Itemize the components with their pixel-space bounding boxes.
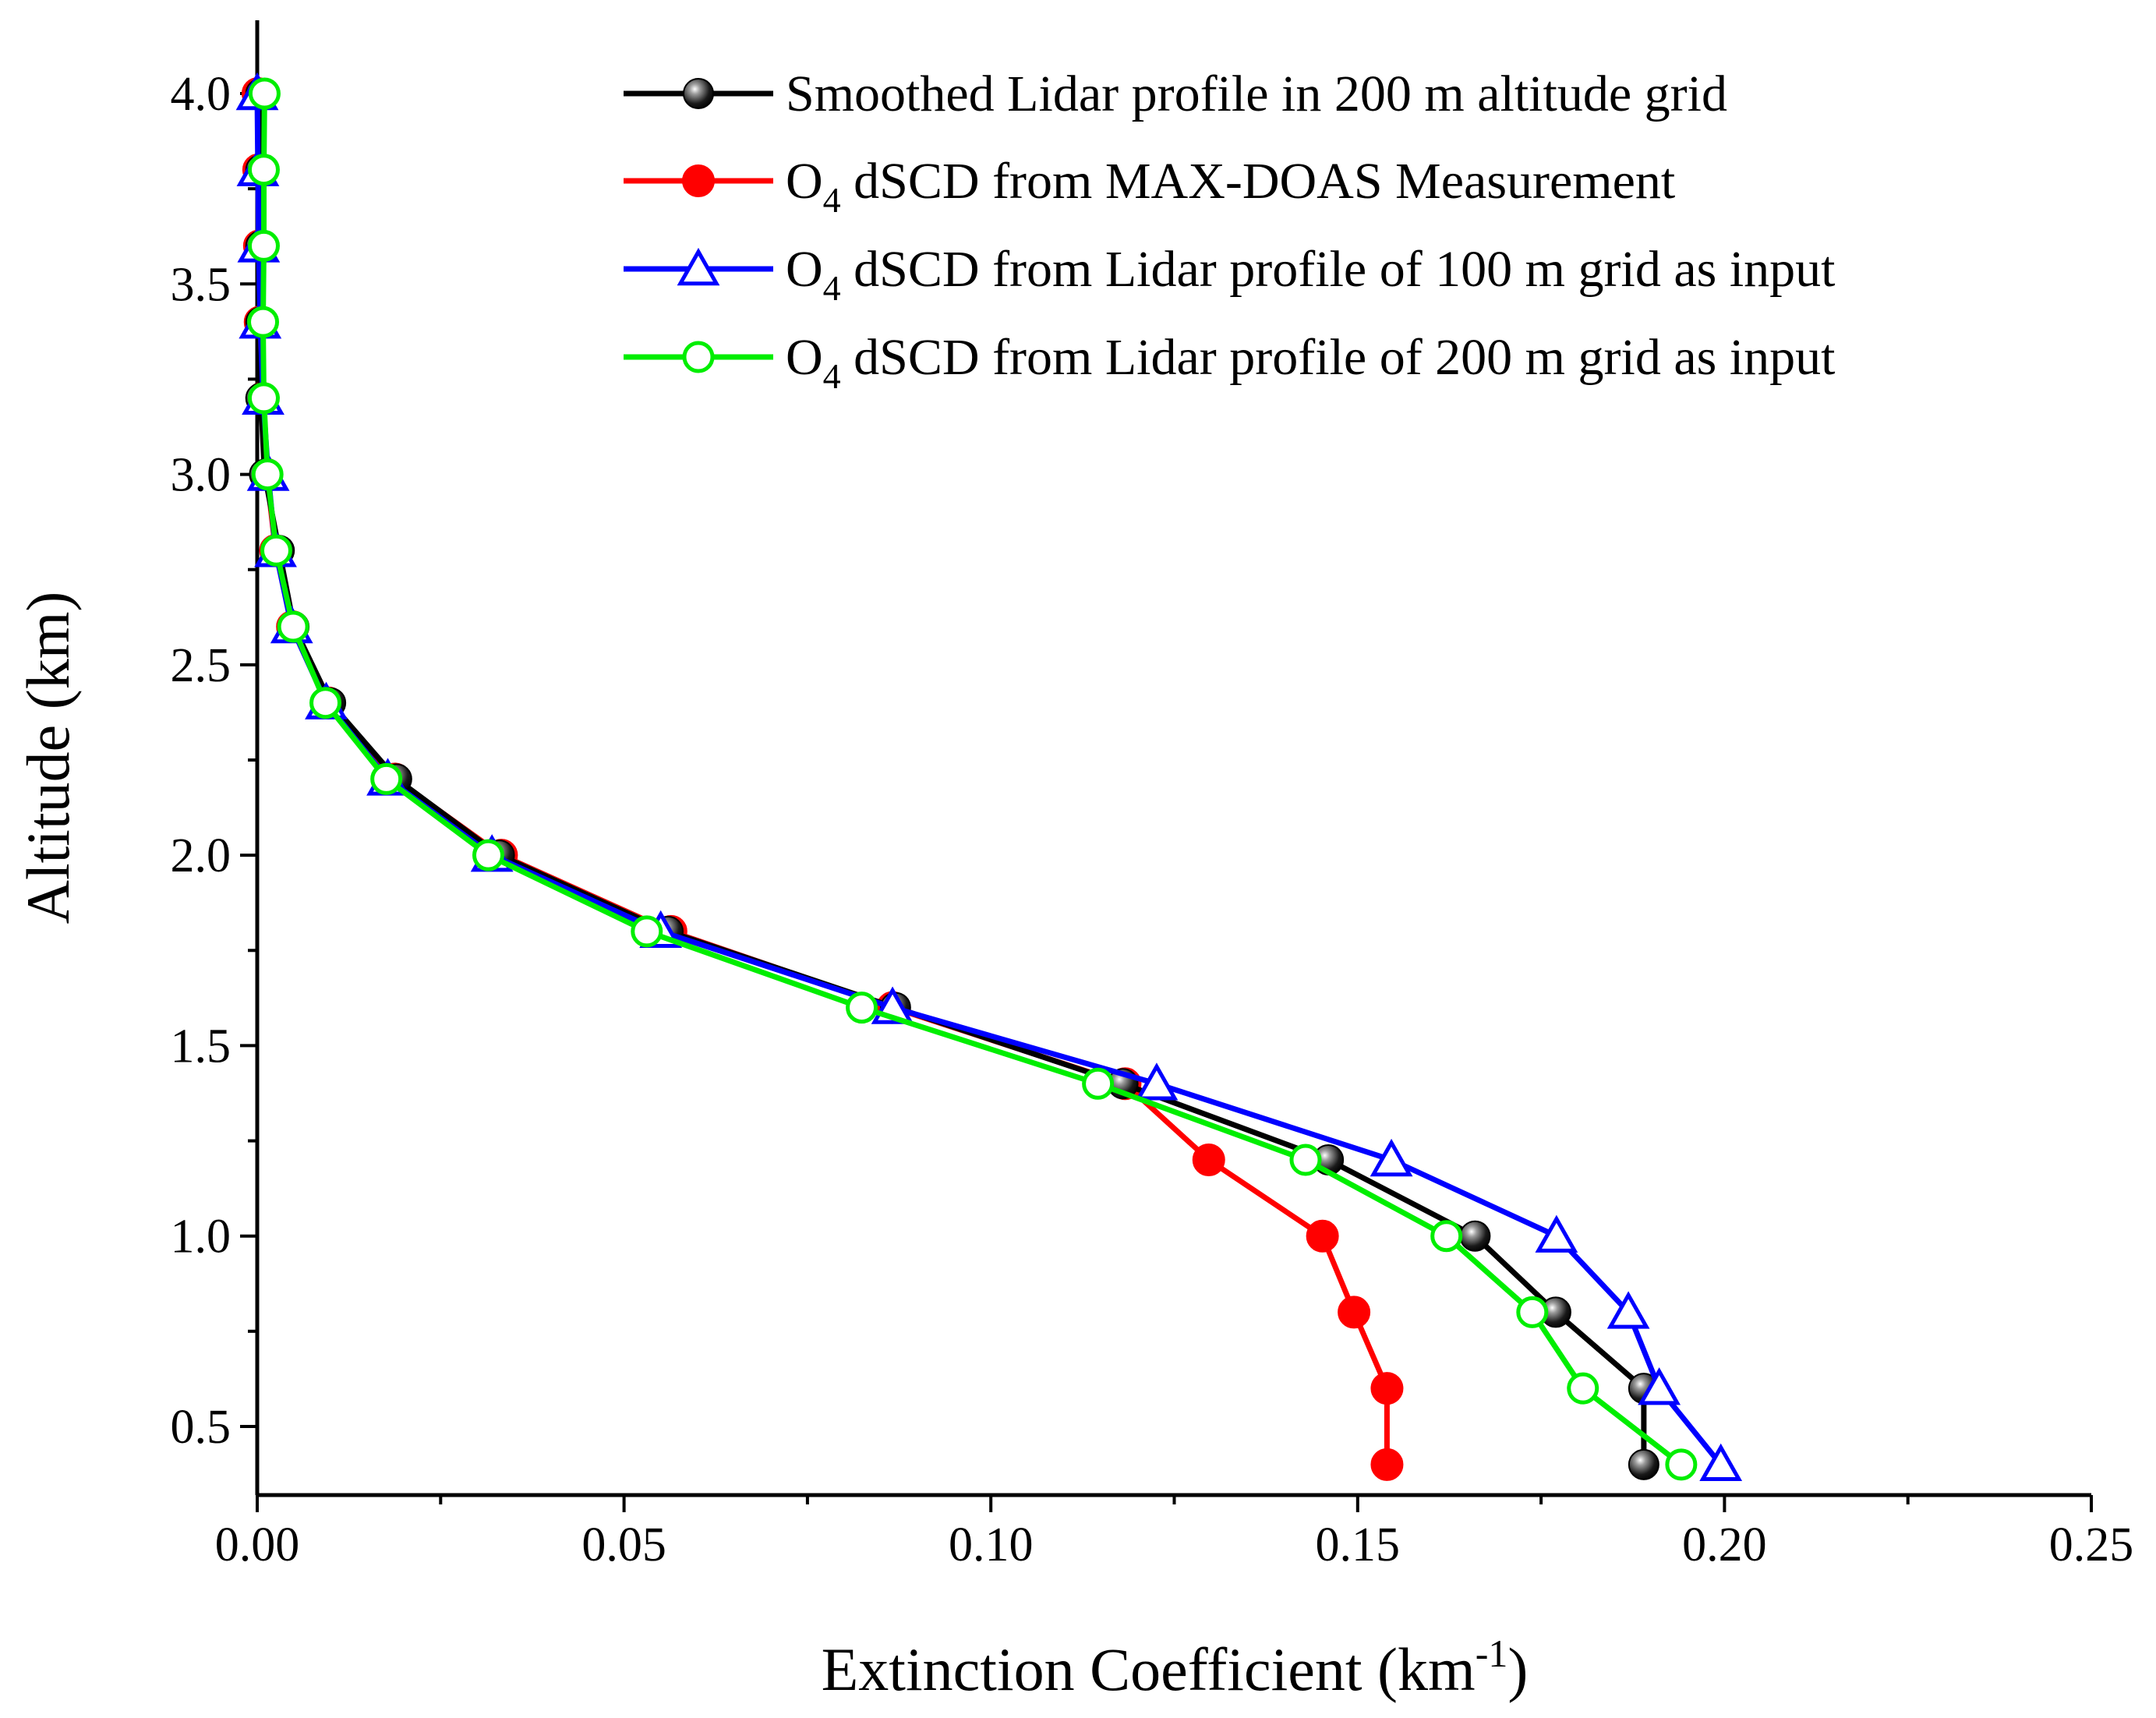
- data-point: [277, 610, 309, 643]
- y-tick-label: 0.5: [171, 1401, 232, 1454]
- x-tick-label: 0.20: [1682, 1518, 1767, 1571]
- x-axis-ticks: 0.00 0.05 0.10 0.15 0.20 0.25: [215, 1495, 2134, 1571]
- data-point: [251, 458, 284, 491]
- data-point: [309, 687, 342, 719]
- data-point: [1306, 1219, 1339, 1253]
- x-tick-label: 0.00: [215, 1518, 300, 1571]
- legend-label: O4 dSCD from Lidar profile of 100 m grid…: [786, 241, 1836, 308]
- y-axis-title: Altitude (km): [14, 592, 82, 924]
- y-tick-label: 2.5: [171, 639, 232, 692]
- data-point: [1135, 1062, 1179, 1101]
- data-point: [1192, 1144, 1225, 1176]
- y-tick-label: 4.0: [171, 68, 232, 121]
- y-tick-label: 3.5: [171, 258, 232, 311]
- series-line: [258, 94, 1647, 1465]
- x-tick-label: 0.05: [581, 1518, 666, 1571]
- legend-marker: [677, 247, 720, 286]
- data-point: [247, 382, 280, 415]
- legend-item: Smoothed Lidar profile in 200 m altitude…: [624, 65, 1727, 122]
- legend-marker: [683, 78, 714, 109]
- data-point: [370, 762, 403, 795]
- data-point: [846, 992, 878, 1024]
- x-axis-title: Extinction Coefficient (km-1): [822, 1631, 1529, 1703]
- y-tick-label: 1.5: [171, 1020, 232, 1073]
- legend-item: O4 dSCD from Lidar profile of 100 m grid…: [624, 241, 1836, 308]
- data-point: [1430, 1220, 1463, 1253]
- data-point: [1628, 1448, 1659, 1480]
- y-tick-label: 2.0: [171, 829, 232, 882]
- data-point: [1606, 1291, 1650, 1329]
- x-tick-label: 0.25: [2049, 1518, 2134, 1571]
- data-point: [260, 534, 292, 567]
- legend: Smoothed Lidar profile in 200 m altitude…: [624, 65, 1836, 396]
- legend-label: O4 dSCD from MAX-DOAS Measurement: [786, 153, 1675, 220]
- data-point: [1638, 1367, 1681, 1405]
- y-tick-label: 3.0: [171, 449, 232, 502]
- data-point: [1535, 1214, 1578, 1253]
- legend-label: O4 dSCD from Lidar profile of 200 m grid…: [786, 329, 1836, 396]
- legend-label: Smoothed Lidar profile in 200 m altitude…: [786, 65, 1727, 122]
- data-point: [631, 915, 663, 948]
- data-point: [248, 77, 281, 110]
- data-point: [1567, 1372, 1599, 1405]
- series-line: [260, 93, 1684, 1467]
- legend-item: O4 dSCD from MAX-DOAS Measurement: [624, 153, 1675, 220]
- x-axis-title-suffix: ): [1507, 1635, 1528, 1703]
- data-point: [247, 229, 280, 262]
- data-point: [1516, 1296, 1549, 1328]
- data-point: [1459, 1220, 1491, 1252]
- series-3: [247, 77, 1698, 1481]
- data-point: [247, 306, 280, 338]
- data-point: [1665, 1448, 1698, 1481]
- data-point: [1370, 1138, 1413, 1177]
- x-tick-label: 0.15: [1316, 1518, 1401, 1571]
- data-point: [247, 154, 280, 186]
- data-point: [1082, 1067, 1115, 1100]
- plot-series: [235, 72, 1743, 1482]
- data-point: [472, 839, 504, 871]
- legend-marker: [682, 164, 715, 197]
- legend-item: O4 dSCD from Lidar profile of 200 m grid…: [624, 329, 1836, 396]
- y-tick-label: 1.0: [171, 1211, 232, 1264]
- legend-marker: [682, 341, 715, 373]
- x-axis-title-superscript: -1: [1476, 1631, 1508, 1675]
- data-point: [1699, 1443, 1743, 1482]
- data-point: [1289, 1144, 1322, 1176]
- x-axis-title-main: Extinction Coefficient (km: [822, 1635, 1476, 1703]
- y-axis-ticks: 0.5 1.0 1.5 2.0 2.5 3.0 3.5 4.0: [171, 68, 257, 1454]
- data-point: [1338, 1296, 1371, 1329]
- data-point: [1370, 1448, 1404, 1481]
- data-point: [1370, 1372, 1404, 1405]
- x-tick-label: 0.10: [949, 1518, 1034, 1571]
